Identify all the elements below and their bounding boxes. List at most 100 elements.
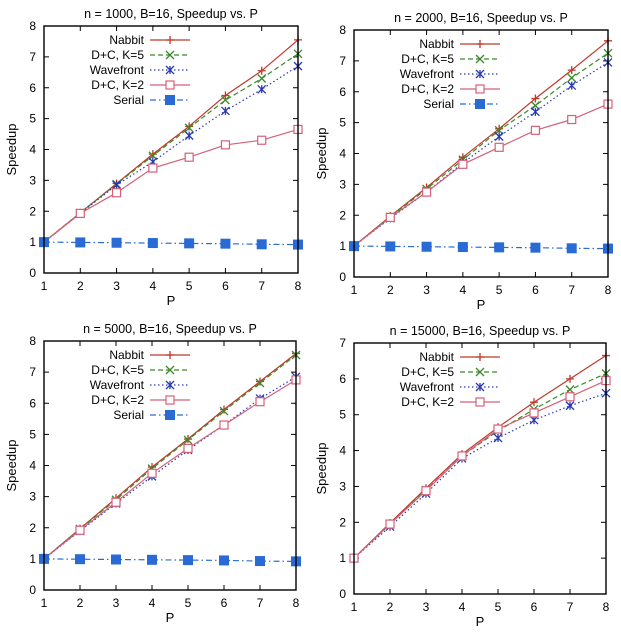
x-tick-label: 6 [532, 283, 539, 297]
data-point [530, 398, 538, 407]
legend-marker [165, 395, 175, 405]
y-tick-label: 5 [29, 427, 36, 441]
series-line [353, 52, 609, 247]
x-tick-label: 5 [496, 283, 503, 297]
y-tick-label: 3 [29, 490, 36, 504]
legend-marker [165, 380, 175, 390]
series-line [43, 128, 299, 243]
x-tick-label: 3 [113, 596, 120, 610]
legend-marker [166, 351, 174, 359]
x-tick-label: 8 [605, 283, 612, 297]
x-tick-label: 4 [149, 596, 156, 610]
y-axis-label: Speedup [314, 442, 329, 494]
series-line [353, 245, 609, 250]
data-point [567, 66, 576, 75]
data-point [184, 131, 194, 141]
x-tick-label: 8 [295, 279, 302, 293]
plot-frame [353, 342, 607, 595]
legend-marker [475, 54, 485, 64]
data-point [566, 374, 574, 383]
y-tick-label: 2 [29, 521, 36, 535]
legend-label: Nabbit [109, 348, 144, 362]
data-point [147, 238, 158, 249]
data-point [567, 81, 577, 91]
y-tick-label: 6 [339, 372, 346, 386]
x-tick-label: 5 [186, 279, 193, 293]
y-tick-label: 3 [29, 173, 36, 187]
series-line [43, 354, 297, 560]
data-point [184, 238, 195, 249]
series-line [353, 61, 609, 247]
x-tick-label: 3 [423, 283, 430, 297]
legend-label: D+C, K=2 [91, 78, 144, 92]
y-tick-label: 0 [29, 583, 36, 597]
data-point [565, 401, 575, 411]
data-point [257, 84, 267, 94]
data-point [567, 114, 577, 125]
legend-label: Nabbit [419, 350, 454, 364]
legend-marker [475, 69, 485, 79]
data-point [494, 142, 504, 152]
data-point [530, 242, 541, 253]
y-axis-label: Speedup [4, 123, 19, 175]
data-point [219, 420, 229, 430]
legend-marker [165, 50, 175, 60]
data-point [220, 106, 230, 116]
x-axis-label: P [477, 297, 486, 312]
y-tick-label: 1 [339, 239, 346, 253]
y-axis-label: Speedup [4, 439, 19, 491]
series-serial [349, 241, 613, 254]
y-tick-label: 7 [339, 336, 346, 350]
data-point [565, 392, 575, 402]
data-point [221, 91, 230, 100]
legend-marker [475, 367, 485, 377]
chart-title: n = 15000, B=16, Speedup vs. P [390, 324, 571, 338]
series-serial [39, 553, 301, 567]
y-tick-label: 0 [29, 266, 36, 280]
legend-marker [475, 99, 485, 109]
legend-label: Serial [113, 93, 144, 107]
x-axis-label: P [476, 614, 485, 629]
data-point [220, 238, 231, 249]
legend-marker [165, 80, 175, 90]
y-tick-label: 3 [339, 479, 346, 493]
legend-marker [475, 84, 485, 94]
chart-title: n = 2000, B=16, Speedup vs. P [394, 11, 568, 25]
data-point [184, 435, 192, 444]
data-point [494, 242, 505, 253]
x-tick-label: 1 [41, 279, 48, 293]
data-point [530, 125, 541, 135]
y-tick-label: 7 [29, 365, 36, 379]
x-axis-label: P [166, 610, 175, 625]
y-tick-label: 2 [339, 208, 346, 222]
legend-label: Nabbit [419, 37, 454, 51]
data-point [255, 378, 265, 388]
legend-label: D+C, K=2 [91, 393, 144, 407]
data-point [567, 73, 577, 83]
x-axis-label: P [167, 293, 176, 308]
legend-marker [165, 95, 175, 105]
legend-label: Serial [113, 408, 144, 422]
x-tick-label: 8 [293, 596, 300, 610]
y-tick-label: 7 [29, 50, 36, 64]
x-tick-label: 6 [221, 596, 228, 610]
data-point [421, 486, 431, 496]
data-point [75, 554, 85, 565]
y-tick-label: 6 [29, 396, 36, 410]
data-point [112, 180, 122, 190]
x-tick-label: 2 [77, 596, 84, 610]
y-tick-label: 4 [29, 459, 36, 473]
y-tick-label: 0 [339, 587, 346, 601]
series-line [43, 558, 297, 562]
data-point [220, 140, 231, 150]
y-tick-label: 6 [29, 81, 36, 95]
plot-frame [353, 29, 609, 278]
x-tick-label: 7 [567, 600, 574, 614]
legend-marker [165, 365, 175, 375]
x-tick-label: 8 [603, 600, 610, 614]
y-tick-label: 3 [339, 177, 346, 191]
x-tick-label: 3 [423, 600, 430, 614]
